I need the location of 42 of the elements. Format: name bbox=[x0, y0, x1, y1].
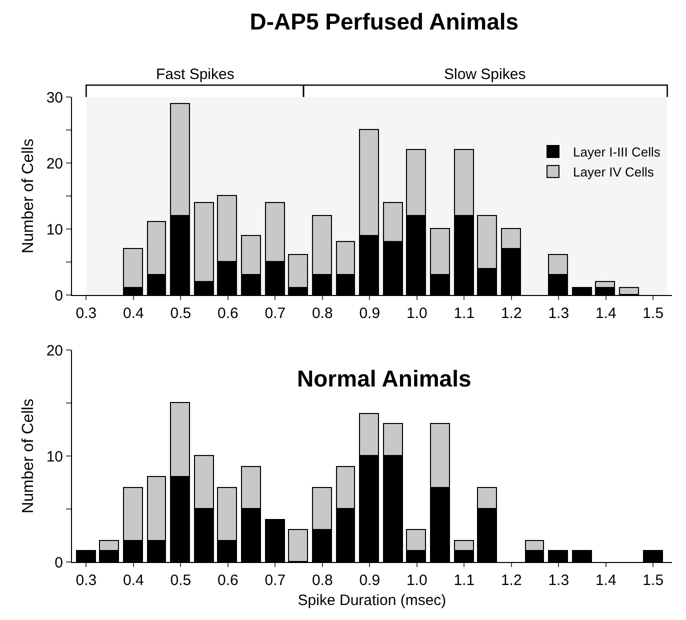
legend-label: Layer IV Cells bbox=[573, 164, 654, 180]
x-tick-label: 0.3 bbox=[76, 305, 97, 322]
y-tick-label: 20 bbox=[46, 155, 63, 172]
band-label: Fast Spikes bbox=[156, 66, 234, 83]
x-tick-label: 1.1 bbox=[454, 305, 475, 322]
x-tick-label: 0.8 bbox=[312, 305, 333, 322]
y-axis-title: Number of Cells bbox=[20, 398, 38, 514]
x-tick-label: 0.9 bbox=[359, 572, 380, 589]
x-tick-label: 1.5 bbox=[642, 572, 664, 589]
x-tick-label: 0.9 bbox=[359, 305, 380, 322]
text: Normal Animals bbox=[297, 366, 472, 392]
y-tick-label: 0 bbox=[54, 554, 63, 572]
x-tick-label: 0.8 bbox=[312, 572, 333, 589]
x-tick-label: 0.6 bbox=[217, 305, 238, 322]
x-tick-label: 0.7 bbox=[264, 305, 286, 322]
y-tick-label: 0 bbox=[54, 287, 63, 304]
x-tick-label: 1.4 bbox=[595, 572, 616, 589]
x-tick-label: 0.5 bbox=[170, 572, 192, 589]
x-tick-label: 1.2 bbox=[500, 572, 522, 589]
x-tick-label: 0.3 bbox=[76, 572, 97, 589]
y-tick-label: 10 bbox=[46, 448, 63, 466]
x-tick-label: 1.0 bbox=[406, 305, 428, 322]
x-tick-label: 1.4 bbox=[595, 305, 616, 322]
y-tick-label: 10 bbox=[46, 221, 63, 238]
x-tick-label: 1.3 bbox=[548, 572, 570, 589]
x-tick-label: 0.4 bbox=[122, 305, 144, 322]
x-tick-label: 0.5 bbox=[170, 305, 192, 322]
x-tick-label: 0.4 bbox=[122, 572, 144, 589]
y-tick-label: 20 bbox=[46, 342, 63, 360]
x-tick-label: 0.7 bbox=[264, 572, 286, 589]
legend-label: Layer I-III Cells bbox=[573, 144, 661, 160]
x-tick-label: 0.6 bbox=[217, 572, 238, 589]
band-label: Slow Spikes bbox=[444, 66, 526, 83]
x-tick-label: 1.5 bbox=[642, 305, 664, 322]
y-tick-label: 30 bbox=[46, 89, 63, 106]
x-tick-label: 1.3 bbox=[548, 305, 570, 322]
x-tick-label: 1.1 bbox=[454, 572, 475, 589]
x-tick-label: 1.2 bbox=[500, 305, 522, 322]
x-tick-label: 1.0 bbox=[406, 572, 428, 589]
x-axis-title: Spike Duration (msec) bbox=[298, 592, 446, 609]
y-axis-title: Number of Cells bbox=[20, 138, 38, 254]
chart-title: D-AP5 Perfused Animals bbox=[250, 8, 519, 34]
